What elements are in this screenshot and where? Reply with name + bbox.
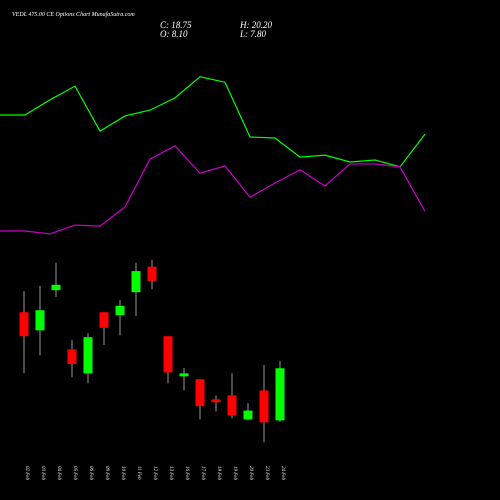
candle-body — [35, 310, 45, 331]
x-tick-label: 13 Feb — [168, 466, 173, 481]
x-tick-label: 06 Feb — [88, 466, 93, 481]
x-tick-label: 23 Feb — [264, 466, 269, 481]
candle-body — [19, 312, 29, 337]
x-tick-label: 10 Feb — [120, 466, 125, 481]
candle-body — [163, 336, 173, 373]
x-tick-label: 04 Feb — [56, 466, 61, 481]
candle-body — [67, 349, 77, 365]
ohlc-label: L: 7.80 — [239, 29, 267, 39]
candle-body — [259, 390, 269, 423]
x-tick-label: 24 Feb — [280, 466, 285, 481]
x-tick-label: 02 Feb — [24, 466, 29, 481]
x-tick-label: 17 Feb — [200, 466, 205, 481]
chart-title: VEDL 475.00 CE Options Chart MunafaSutra… — [12, 11, 135, 18]
candle-body — [147, 266, 157, 281]
candle-body — [211, 399, 221, 403]
x-tick-label: 03 Feb — [40, 466, 45, 481]
candle-body — [83, 337, 93, 374]
candle-body — [275, 368, 285, 421]
x-tick-label: 18 Feb — [216, 466, 221, 481]
x-tick-label: 12 Feb — [152, 466, 157, 481]
candle-body — [131, 271, 141, 293]
candle-body — [179, 373, 189, 377]
candle-body — [99, 312, 109, 328]
ohlc-label: H: 20.20 — [239, 20, 272, 30]
candle-body — [115, 305, 125, 316]
candle-body — [227, 395, 237, 416]
x-tick-label: 20 Feb — [248, 466, 253, 481]
x-tick-label: 09 Feb — [104, 466, 109, 481]
candle-body — [51, 284, 61, 291]
x-tick-label: 19 Feb — [232, 466, 237, 481]
ohlc-label: C: 18.75 — [160, 20, 192, 30]
indicator-line — [0, 76, 426, 168]
ohlc-label: O: 8.10 — [160, 29, 188, 39]
x-tick-label: 05 Feb — [72, 466, 77, 481]
indicator-line — [0, 145, 426, 235]
x-tick-label: 11 Feb — [136, 466, 141, 480]
candle-body — [195, 379, 205, 407]
x-tick-label: 16 Feb — [184, 466, 189, 481]
candle-body — [243, 410, 253, 420]
